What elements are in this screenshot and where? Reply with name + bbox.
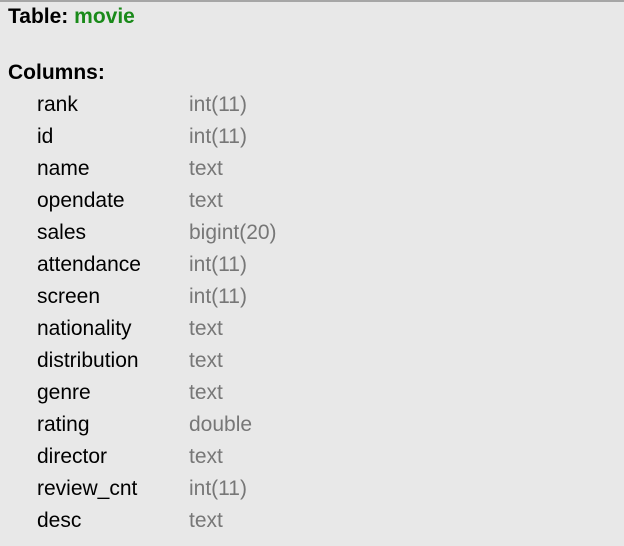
column-name: review_cnt [37, 477, 138, 500]
column-name: distribution [37, 349, 139, 372]
column-name: screen [37, 285, 101, 308]
table-label: Table: [8, 5, 69, 28]
table-name: movie [74, 5, 135, 28]
column-row: name text [37, 154, 277, 186]
column-name: sales [37, 221, 87, 244]
column-row: opendate text [37, 186, 277, 218]
columns-heading: Columns: [8, 61, 105, 84]
column-type: int(11) [189, 285, 247, 308]
column-type: text [189, 189, 223, 212]
column-name: nationality [37, 317, 132, 340]
column-type: int(11) [189, 477, 247, 500]
column-type: text [189, 445, 223, 468]
column-type: int(11) [189, 93, 247, 116]
column-type: text [189, 381, 223, 404]
column-name: id [37, 125, 54, 148]
column-name: rank [37, 93, 78, 116]
column-row: desc text [37, 506, 277, 538]
column-row: id int(11) [37, 122, 277, 154]
column-name: name [37, 157, 90, 180]
column-row: sales bigint(20) [37, 218, 277, 250]
column-type: int(11) [189, 125, 247, 148]
column-list: rank int(11) id int(11) name text opendate text… [37, 90, 277, 538]
column-row: rank int(11) [37, 90, 277, 122]
column-type: int(11) [189, 253, 247, 276]
column-type: text [189, 317, 223, 340]
column-row: nationality text [37, 314, 277, 346]
column-name: director [37, 445, 108, 468]
column-row: rating double [37, 410, 277, 442]
column-name: attendance [37, 253, 141, 276]
column-name: genre [37, 381, 91, 404]
column-name: rating [37, 413, 90, 436]
column-type: text [189, 509, 223, 532]
column-name: opendate [37, 189, 125, 212]
column-row: attendance int(11) [37, 250, 277, 282]
column-row: genre text [37, 378, 277, 410]
column-row: screen int(11) [37, 282, 277, 314]
column-row: director text [37, 442, 277, 474]
column-row: review_cnt int(11) [37, 474, 277, 506]
column-type: double [189, 413, 253, 436]
column-type: text [189, 157, 223, 180]
column-type: bigint(20) [189, 221, 277, 244]
column-type: text [189, 349, 223, 372]
table-title: Table: movie [8, 5, 135, 29]
column-row: distribution text [37, 346, 277, 378]
column-name: desc [37, 509, 82, 532]
